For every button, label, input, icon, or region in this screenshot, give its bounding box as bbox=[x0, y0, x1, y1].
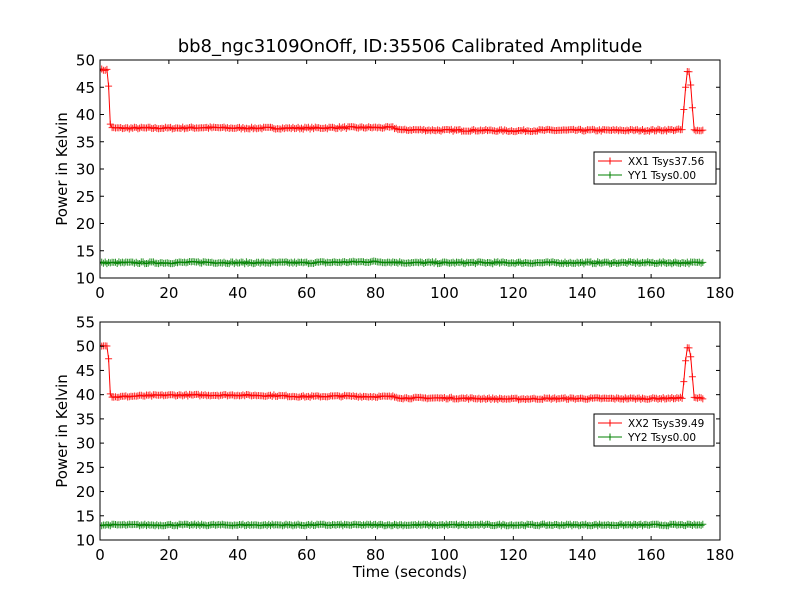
legend-label: XX1 Tsys37.56 bbox=[628, 156, 705, 168]
series-line bbox=[100, 68, 703, 133]
legend: XX1 Tsys37.56 YY1 Tsys0.00 bbox=[593, 151, 717, 185]
y-tick-label: 25 bbox=[76, 459, 95, 477]
legend-label: YY1 Tsys0.00 bbox=[627, 170, 696, 182]
y-tick-label: 10 bbox=[76, 532, 95, 550]
y-tick-label: 55 bbox=[76, 314, 95, 332]
x-tick-label: 180 bbox=[706, 546, 735, 564]
x-tick-label: 40 bbox=[228, 284, 247, 302]
y-tick-label: 20 bbox=[76, 215, 95, 233]
y-tick-label: 15 bbox=[76, 507, 95, 525]
series-layer bbox=[100, 341, 707, 530]
x-tick-label: 20 bbox=[159, 284, 178, 302]
x-axis-label: Time (seconds) bbox=[352, 563, 468, 581]
x-tick-label: 120 bbox=[499, 546, 528, 564]
x-tick-label: 100 bbox=[430, 284, 459, 302]
series-yy bbox=[100, 257, 707, 268]
subplots: 0 20 40 60 80 100 120 140 160 1801015202530354045… bbox=[53, 52, 734, 582]
axes-frame bbox=[99, 321, 721, 541]
legend: XX2 Tsys39.49 YY2 Tsys0.00 bbox=[593, 413, 715, 447]
y-tick-label: 20 bbox=[76, 483, 95, 501]
x-tick-label: 20 bbox=[159, 546, 178, 564]
x-tick-label: 120 bbox=[499, 284, 528, 302]
y-tick-label: 30 bbox=[76, 161, 95, 179]
subplot-2: 0 20 40 60 80 100 120 140 160 180 10 15 20 25 30 35 40 45… bbox=[53, 314, 734, 582]
y-tick-label: 45 bbox=[76, 79, 95, 97]
y-tick-label: 30 bbox=[76, 435, 95, 453]
x-tick-label: 60 bbox=[297, 546, 316, 564]
x-tick-label: 140 bbox=[568, 546, 597, 564]
y-tick-label: 50 bbox=[76, 52, 95, 70]
legend-marker bbox=[606, 419, 614, 427]
legend-label: YY2 Tsys0.00 bbox=[627, 432, 696, 444]
x-tick-label: 0 bbox=[95, 546, 105, 564]
y-tick-label: 50 bbox=[76, 338, 95, 356]
x-tick-label: 60 bbox=[297, 284, 316, 302]
y-tick-label: 35 bbox=[76, 133, 95, 151]
legend-marker bbox=[606, 171, 614, 179]
legend-label: XX2 Tsys39.49 bbox=[628, 418, 704, 430]
y-tick-label: 25 bbox=[76, 188, 95, 206]
legend-box bbox=[593, 413, 715, 447]
legend-marker bbox=[606, 433, 614, 441]
y-tick-label: 35 bbox=[76, 410, 95, 428]
y-axis-label: Power in Kelvin bbox=[53, 112, 71, 226]
x-tick-label: 180 bbox=[706, 284, 735, 302]
series-line bbox=[100, 260, 704, 265]
x-tick-label: 100 bbox=[430, 546, 459, 564]
x-tick-label: 40 bbox=[228, 546, 247, 564]
legend-box bbox=[593, 151, 717, 185]
series-xx bbox=[100, 65, 707, 136]
series-line bbox=[100, 523, 704, 527]
series-yy bbox=[100, 520, 707, 530]
x-tick-label: 80 bbox=[366, 546, 385, 564]
series-layer bbox=[100, 65, 707, 268]
y-axis-label: Power in Kelvin bbox=[53, 374, 71, 488]
subplot-1: 0 20 40 60 80 100 120 140 160 180 10 15 20 25 30 35 40 45… bbox=[53, 52, 734, 303]
y-tick-label: 15 bbox=[76, 242, 95, 260]
x-tick-label: 0 bbox=[95, 284, 105, 302]
x-tick-label: 80 bbox=[366, 284, 385, 302]
x-tick-label: 160 bbox=[637, 284, 666, 302]
chart-title: bb8_ngc3109OnOff, ID:35506 Calibrated Am… bbox=[178, 36, 643, 57]
series-line bbox=[100, 344, 704, 401]
x-tick-label: 140 bbox=[568, 284, 597, 302]
x-tick-label: 160 bbox=[637, 546, 666, 564]
y-tick-label: 40 bbox=[76, 106, 95, 124]
y-tick-label: 40 bbox=[76, 386, 95, 404]
y-tick-label: 10 bbox=[76, 270, 95, 288]
legend-marker bbox=[606, 157, 614, 165]
series-xx bbox=[100, 341, 707, 404]
y-tick-label: 45 bbox=[76, 362, 95, 380]
